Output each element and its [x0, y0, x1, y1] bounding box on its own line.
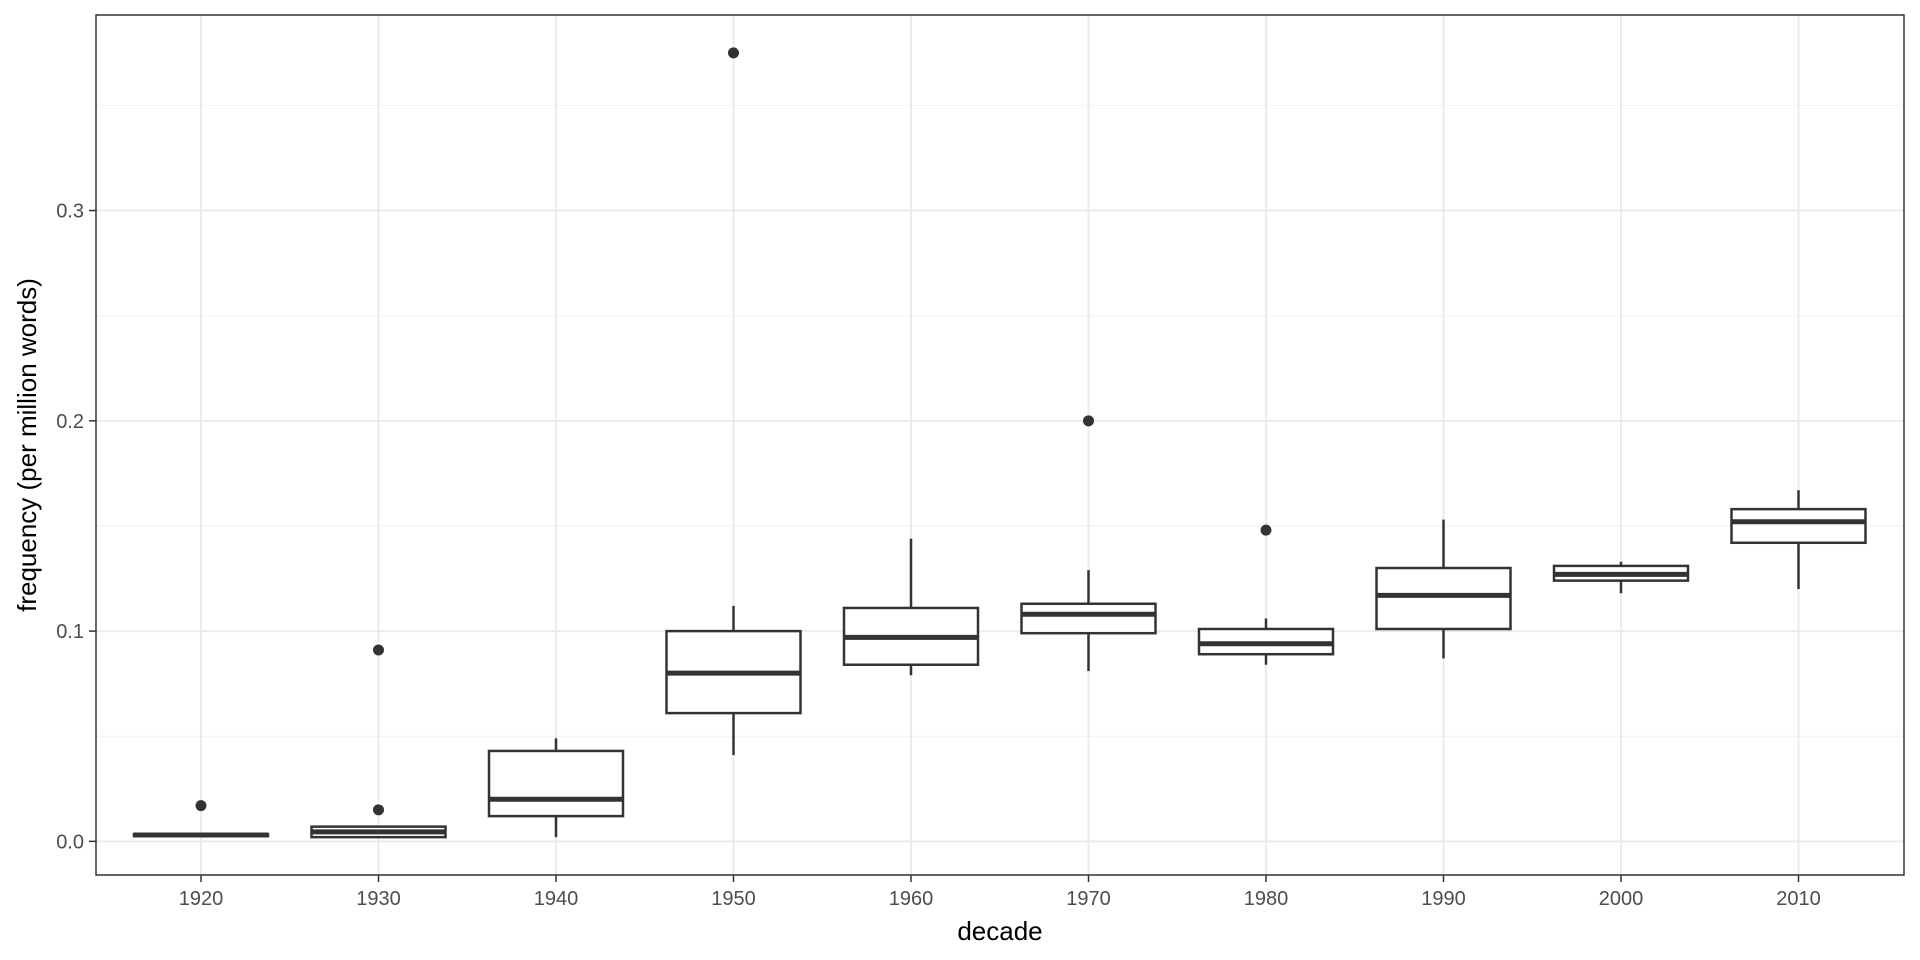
x-tick-label: 1950 [711, 888, 756, 910]
x-axis-title: decade [957, 916, 1042, 946]
iqr-box [487, 749, 625, 818]
x-tick-label: 1930 [356, 888, 401, 910]
grid-lines [96, 15, 1904, 875]
box-1950 [665, 47, 802, 756]
x-tick-label: 1990 [1421, 888, 1466, 910]
iqr-box [1375, 566, 1512, 631]
y-tick-label: 0.0 [56, 831, 84, 853]
outlier-point [728, 47, 739, 59]
x-tick-label: 1970 [1066, 888, 1111, 910]
box-2000 [1552, 561, 1690, 594]
plot-panel-border [95, 14, 1905, 876]
box-1940 [487, 738, 625, 838]
box-1980 [1197, 524, 1335, 665]
iqr-box [1730, 507, 1867, 545]
x-tick-label: 1940 [534, 888, 579, 910]
x-tick-label: 2010 [1776, 888, 1821, 910]
y-tick-label: 0.1 [56, 621, 84, 643]
y-axis-title: frequency (per million words) [12, 278, 42, 612]
iqr-box [1020, 602, 1157, 635]
box-1930 [310, 644, 447, 839]
x-tick-label: 1960 [889, 888, 934, 910]
y-tick-label: 0.3 [56, 201, 84, 223]
outlier-point [373, 804, 384, 816]
box-1990 [1375, 519, 1512, 659]
box-1960 [842, 538, 980, 676]
outlier-point [1083, 415, 1094, 427]
axes: 0.0 0.1 0.2 0.3 1920 1930 1940 1950 1960 1970 1980… [56, 201, 1821, 910]
box-1920 [132, 800, 270, 838]
x-tick-label: 1980 [1244, 888, 1289, 910]
x-tick-label: 1920 [179, 888, 224, 910]
box-2010 [1730, 490, 1867, 590]
outlier-point [1260, 524, 1272, 536]
boxes [132, 47, 1867, 839]
box-1970 [1020, 415, 1157, 672]
outlier-point [373, 644, 384, 656]
y-tick-label: 0.2 [56, 411, 84, 433]
outlier-point [195, 800, 207, 812]
x-tick-label: 2000 [1599, 888, 1644, 910]
